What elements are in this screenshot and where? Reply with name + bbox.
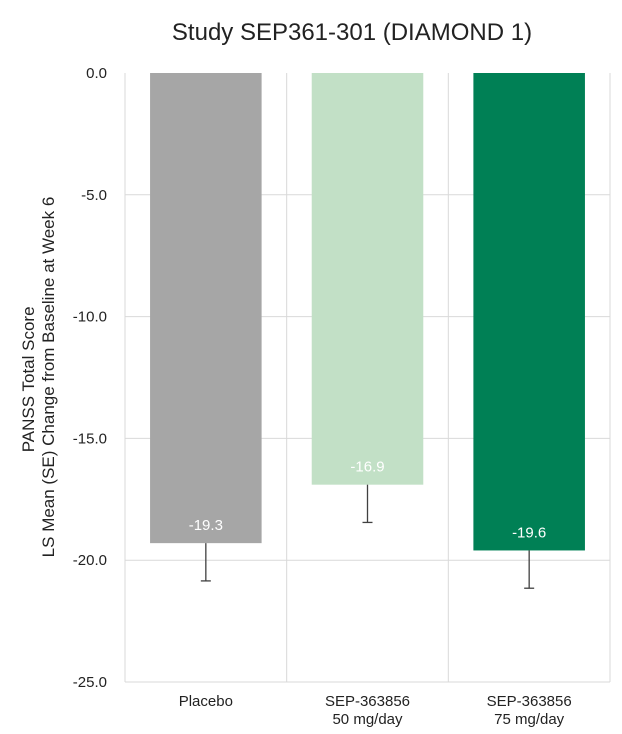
data-label: -19.6 [512,524,546,541]
y-tick-label: -5.0 [81,187,107,204]
y-tick-label: -15.0 [73,430,107,447]
y-axis-label: PANSS Total Score LS Mean (SE) Change fr… [19,197,58,558]
bar [473,73,585,551]
category-label-line: SEP-363856 [487,693,572,710]
y-axis-label-line: LS Mean (SE) Change from Baseline at Wee… [39,197,58,558]
category-label-line: 50 mg/day [332,711,403,728]
category-label: Placebo [179,693,233,710]
y-tick-label: -20.0 [73,552,107,569]
bar [311,73,424,485]
data-label: -19.3 [189,517,223,534]
chart-title: Study SEP361-301 (DIAMOND 1) [172,19,532,46]
data-label: -16.9 [350,459,384,476]
category-label: SEP-363856 50 mg/day [325,693,410,728]
category-label-line: SEP-363856 [325,693,410,710]
y-tick-label: -25.0 [73,674,107,691]
y-tick-labels: 0.0 -5.0 -10.0 -15.0 -20.0 -25.0 [73,65,107,691]
bar [150,73,262,544]
bars: -19.3 -16.9 -19.6 [150,73,585,589]
y-axis-label-line: PANSS Total Score [19,306,38,452]
category-label-line: Placebo [179,693,233,710]
y-tick-label: -10.0 [73,309,107,326]
category-label-line: 75 mg/day [494,711,565,728]
category-label: SEP-363856 75 mg/day [487,693,572,728]
y-tick-label: 0.0 [86,65,107,82]
